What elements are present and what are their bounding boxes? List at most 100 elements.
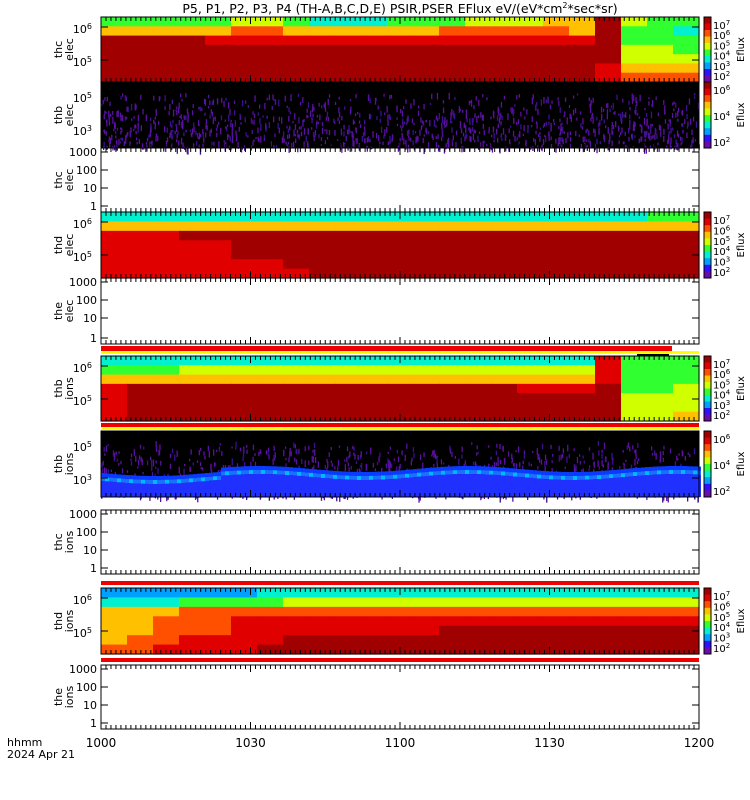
noise-speck [454,96,456,101]
noise-speck [359,112,361,118]
noise-speck [412,447,415,453]
band-cell [225,475,229,497]
heatmap-cell [543,411,570,422]
band-cell [429,471,433,476]
noise-speck [140,456,142,462]
noise-speck [115,130,117,134]
noise-speck [357,111,359,115]
noise-speck [518,141,520,145]
noise-speck [387,451,389,454]
noise-speck [596,138,598,145]
noise-speck [651,136,653,140]
noise-speck [545,136,547,143]
noise-speck [126,470,129,473]
heatmap-cell [335,221,362,232]
noise-speck [176,147,178,154]
band-cell [417,476,421,497]
noise-speck [619,466,621,469]
noise-speck [140,125,142,132]
noise-speck [374,98,377,105]
colorbar-cell [704,49,711,52]
band-cell [201,481,205,497]
noise-speck [618,134,621,138]
noise-speck [189,129,192,132]
heatmap-cell [101,249,128,260]
noise-speck [317,121,319,125]
heatmap-cell [179,212,206,223]
noise-speck [167,496,169,500]
band-cell [253,470,257,474]
separator-stripe-0 [101,346,672,351]
heatmap-cell [257,249,284,260]
band-cell [617,477,621,497]
noise-speck [401,110,404,117]
band-cell [541,478,545,497]
heatmap-cell [439,356,466,366]
noise-speck [138,139,140,144]
heatmap-cell [595,221,622,232]
noise-speck [210,109,212,115]
colorbar-cell [704,116,711,118]
noise-speck [422,137,424,144]
heatmap-cell [673,63,700,74]
noise-speck [669,448,672,454]
heatmap-cell [283,230,310,241]
separator-stripe-3 [101,427,699,430]
band-cell [173,483,177,497]
noise-speck [105,131,107,136]
noise-speck [500,134,502,138]
heatmap-cell [231,63,258,74]
noise-speck [365,464,367,471]
heatmap-cell [127,54,154,65]
noise-speck [451,451,453,458]
noise-speck [677,133,680,138]
band-cell [521,473,525,478]
band-cell [649,474,653,497]
noise-speck [198,132,200,140]
colorbar-cell [704,228,711,231]
noise-speck [599,119,601,126]
colorbar-cell [704,60,711,62]
band-cell [313,477,317,497]
noise-speck [216,449,218,453]
noise-speck [339,495,341,502]
heatmap-cell [231,54,258,65]
heatmap-cell [309,249,336,260]
noise-speck [437,134,439,139]
noise-speck [468,100,470,106]
noise-speck [190,449,192,453]
noise-speck [435,124,437,128]
noise-speck [579,461,581,465]
panel-label-line: elec [63,104,76,127]
noise-speck [205,119,208,124]
noise-speck [338,107,340,113]
noise-speck [226,126,228,132]
noise-speck [569,143,571,149]
colorbar-tick-label: 107 [713,358,730,371]
band-cell [509,476,513,497]
heatmap-cell [621,44,648,55]
noise-speck [656,134,658,139]
band-cell [549,475,553,480]
heatmap-cell [101,17,128,27]
heatmap-cell [569,17,596,27]
noise-speck [497,456,499,462]
band-cell [593,479,597,497]
colorbar-tick-label-base: 10 [713,86,726,97]
noise-speck [420,117,422,123]
noise-speck [540,459,543,465]
heatmap-cell [153,63,180,74]
colorbar-tick-label: 106 [713,84,731,97]
noise-speck [668,134,670,141]
noise-speck [582,118,584,125]
panel-label-line: thc [52,41,65,58]
noise-speck [622,462,625,465]
heatmap-cell [205,249,232,260]
band-cell [461,474,465,497]
noise-speck [192,143,195,149]
y-tick-label-base: 10 [73,92,87,105]
noise-speck [497,137,499,143]
heatmap-cell [517,17,544,27]
heatmap-cell [205,393,232,404]
